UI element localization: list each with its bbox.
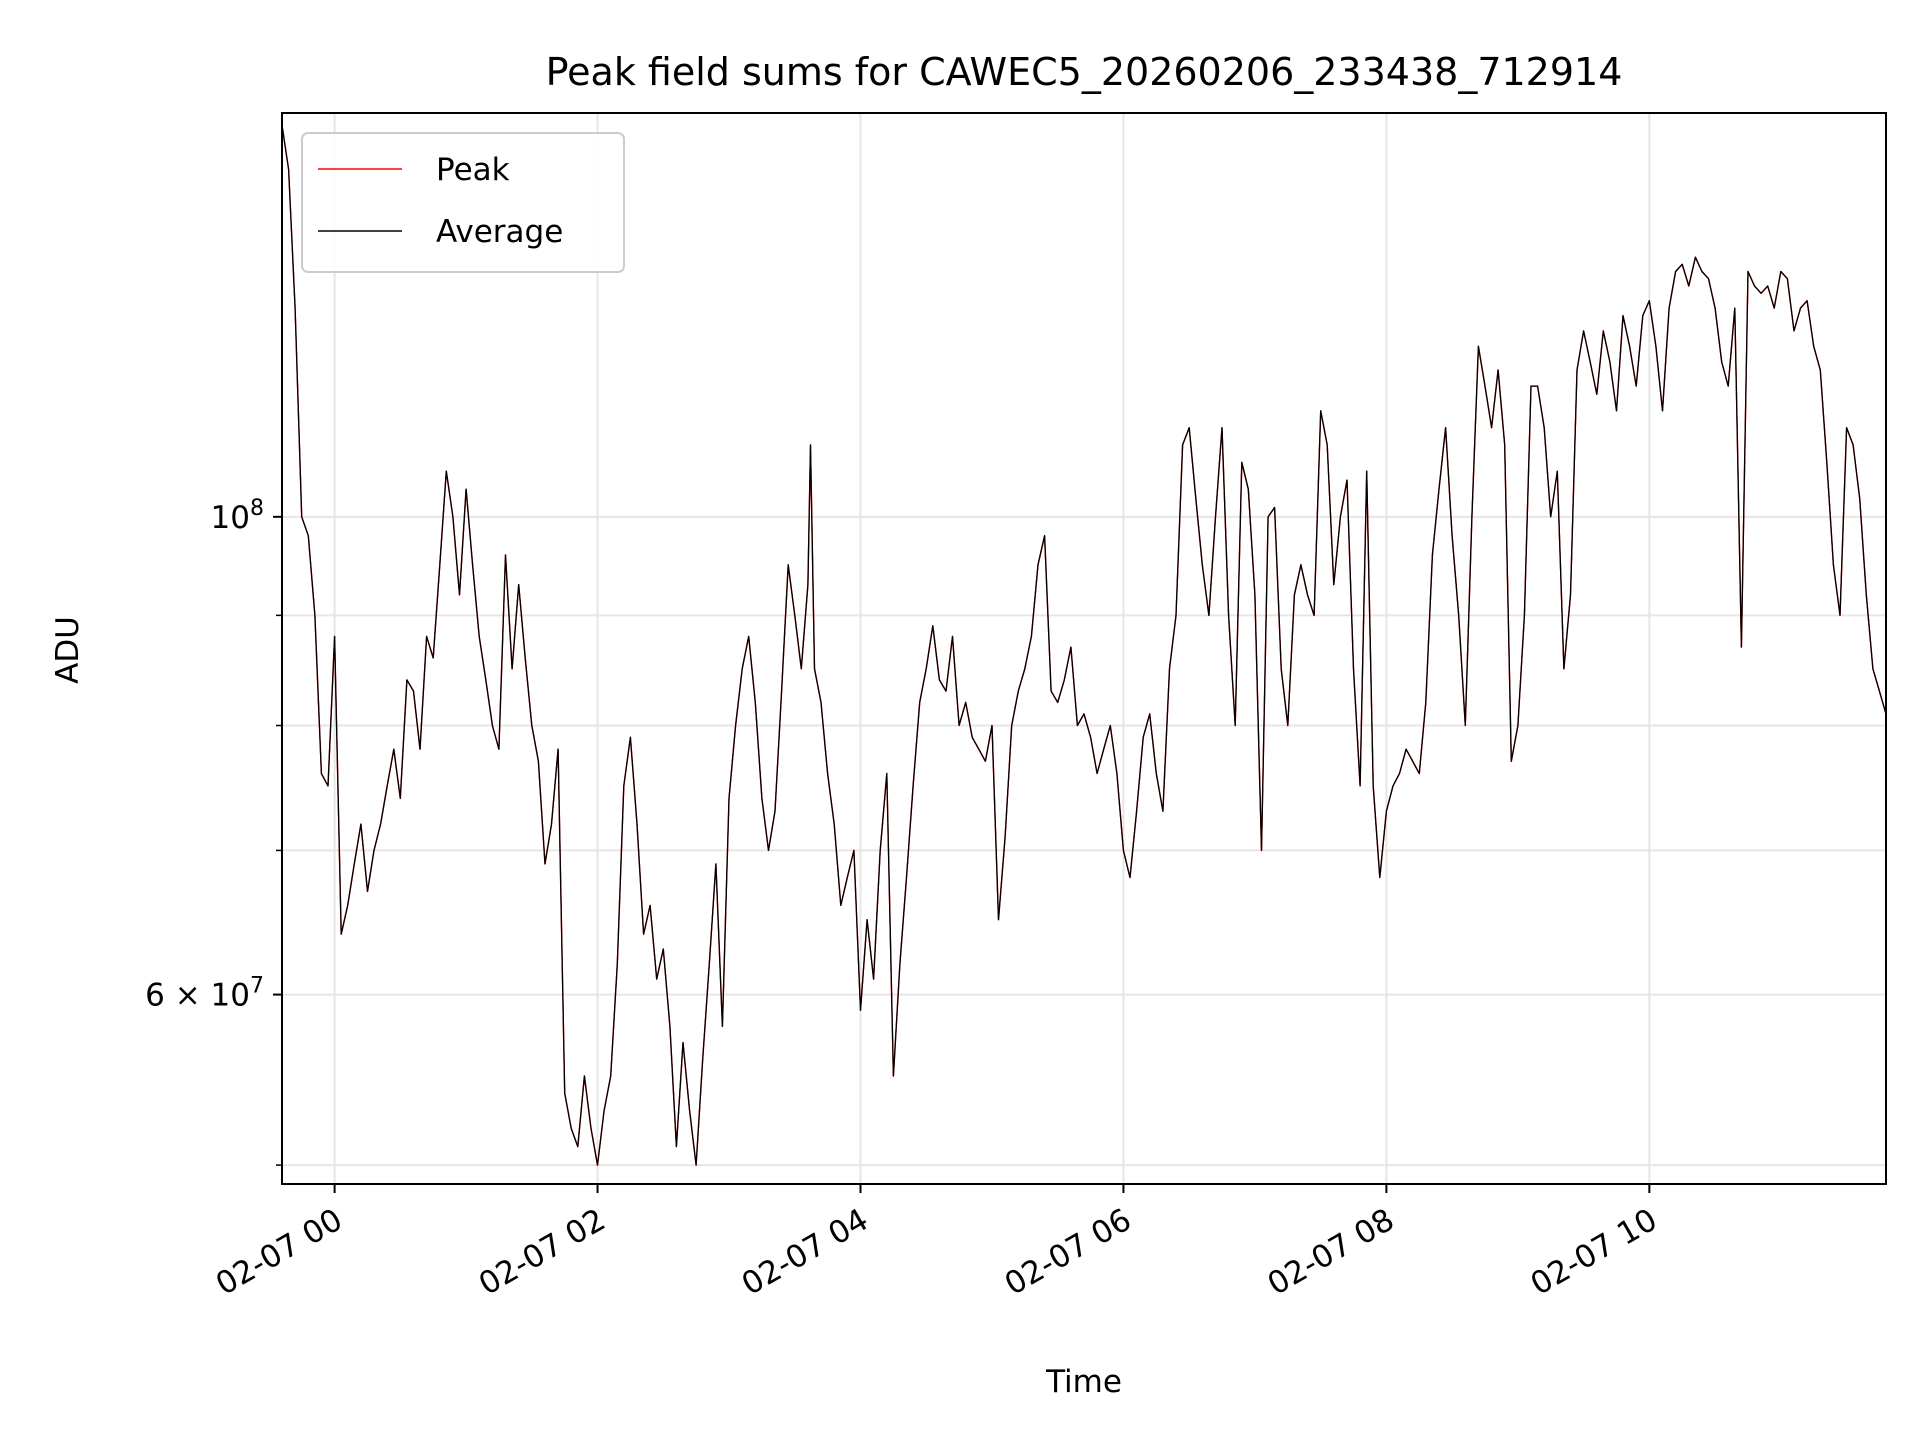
legend-box [301, 132, 625, 273]
y-axis-ticks: 108 6 × 107 [145, 496, 282, 1166]
series-lines [281, 125, 1887, 1166]
chart-title: Peak field sums for CAWEC5_20260206_2334… [546, 50, 1623, 94]
x-axis-title: Time [1045, 1364, 1122, 1400]
grid-lines [282, 113, 1886, 1184]
y-tick-label: 108 [211, 496, 264, 536]
legend-label-average: Average [436, 214, 563, 250]
plot-frame [281, 112, 1887, 1185]
series-line-average [281, 125, 1887, 1166]
y-tick-label: 6 × 107 [145, 974, 264, 1014]
y-axis-title: ADU [50, 616, 86, 684]
legend-label-peak: Peak [436, 152, 510, 188]
legend: Peak Average [301, 132, 625, 273]
